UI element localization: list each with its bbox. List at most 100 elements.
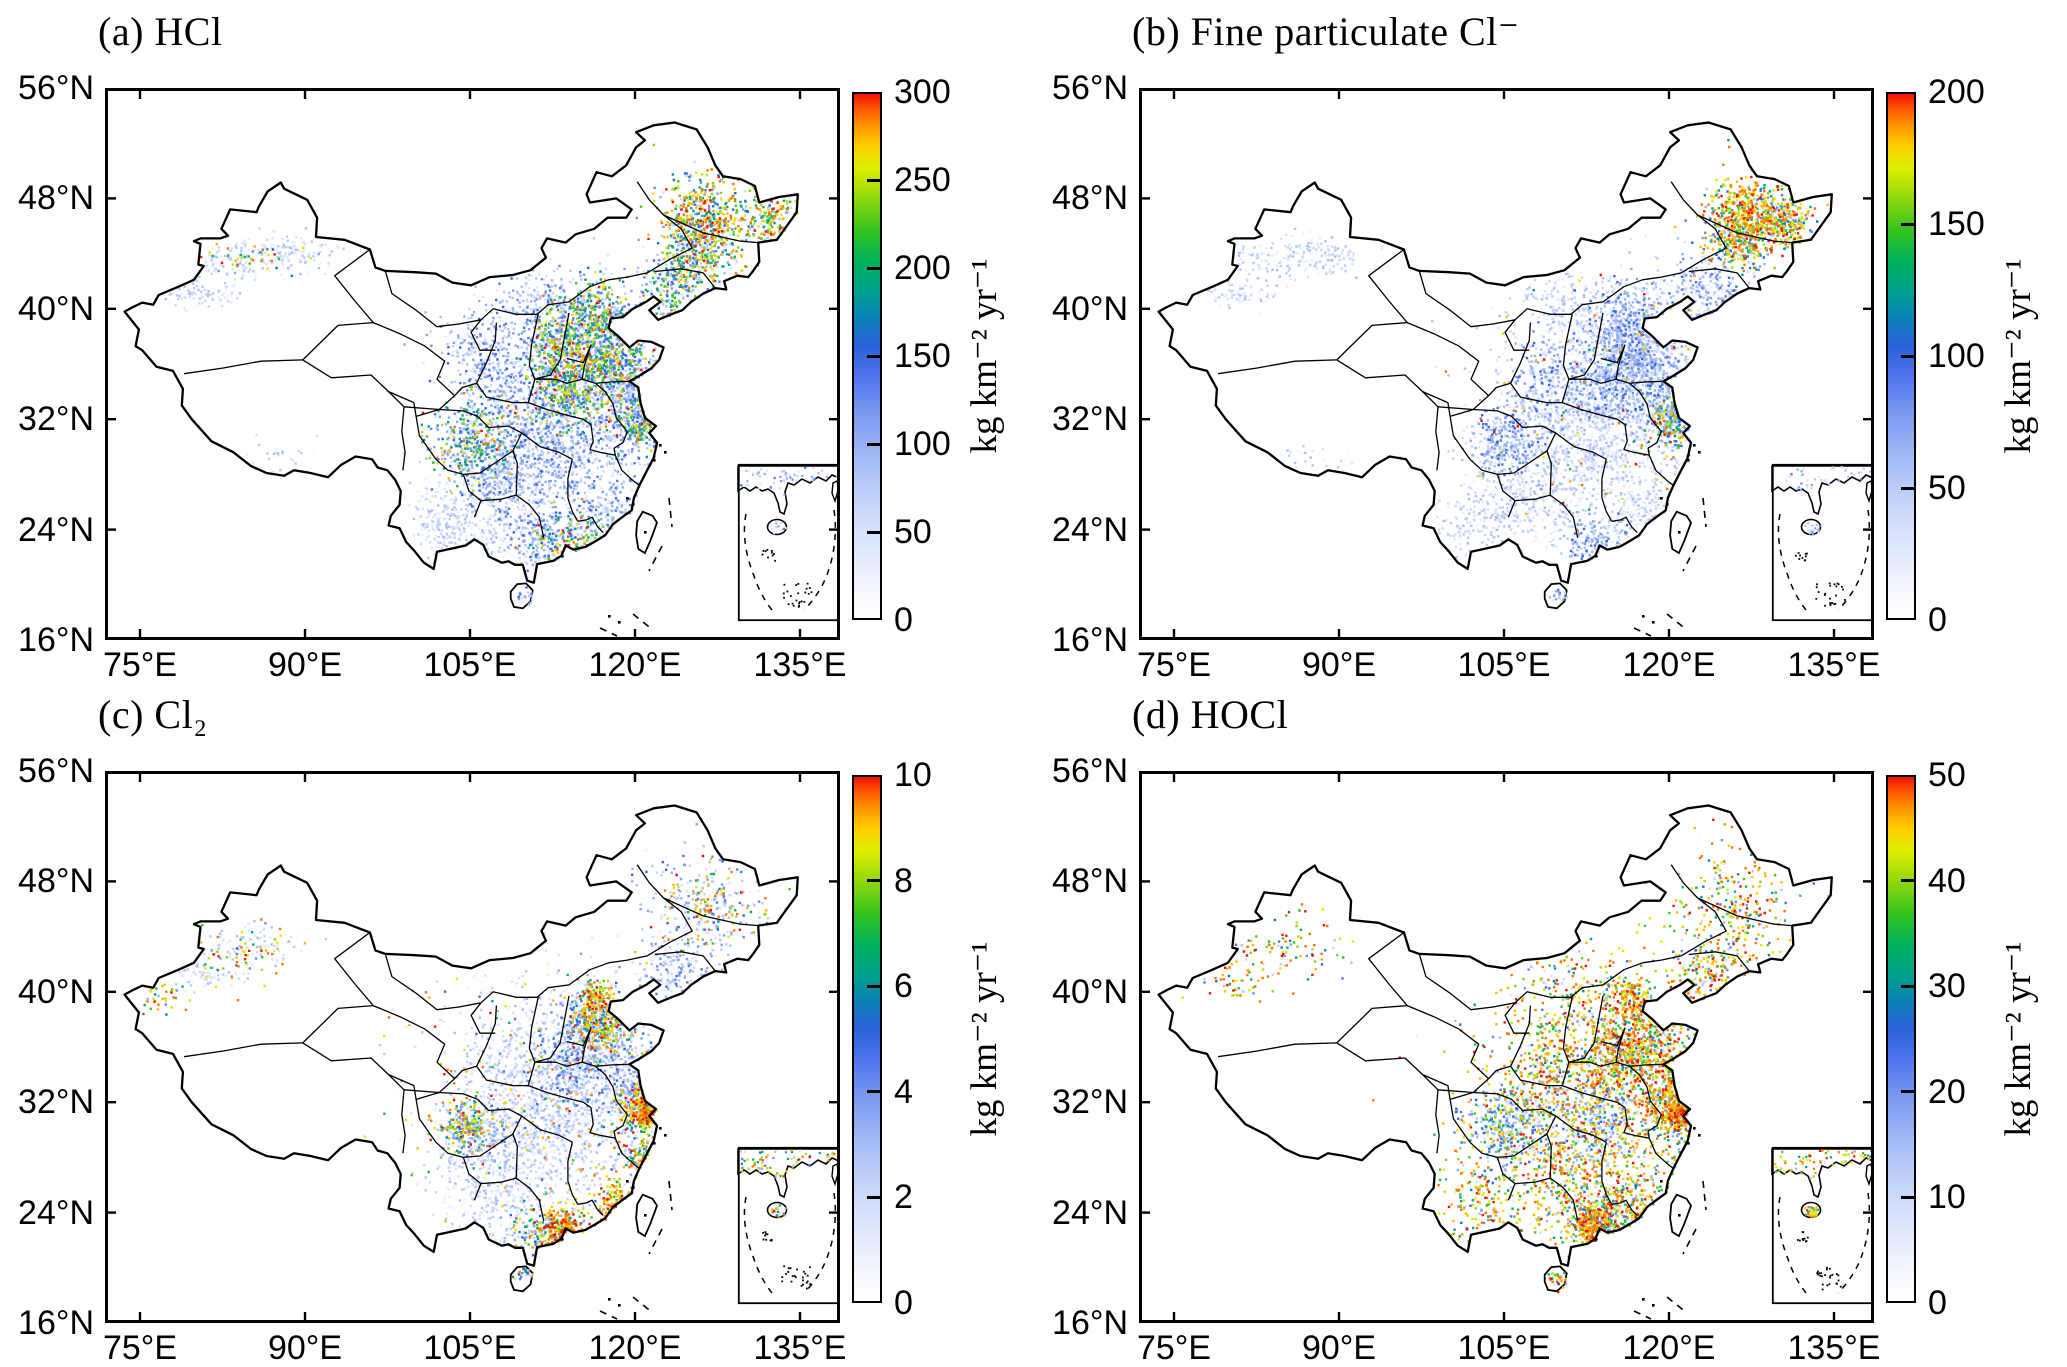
china-outline: [123, 804, 799, 1267]
x-tick-label: 105°E: [423, 1329, 517, 1367]
colorbar-tick-mark: [867, 442, 880, 446]
colorbar-tick-mark: [1901, 1090, 1914, 1094]
map-plot: [1139, 771, 1874, 1323]
x-tick-label: 105°E: [1457, 646, 1551, 684]
colorbar-tick-label: 50: [1928, 469, 1966, 507]
china-emission-map: [105, 771, 840, 1323]
plot-frame: [1139, 88, 1874, 640]
province-borders: [1217, 864, 1793, 1222]
colorbar-tick-label: 0: [894, 1284, 913, 1322]
hainan-island: [1543, 582, 1568, 610]
panel-title: (c) Cl₂: [98, 692, 208, 737]
emission-dots: [142, 823, 791, 1281]
x-tick-label: 120°E: [588, 646, 682, 684]
province-borders: [183, 181, 759, 539]
y-tick-label: 16°N: [1052, 621, 1128, 659]
colorbar-tick-label: 200: [894, 249, 951, 287]
colorbar-tick-mark: [1901, 879, 1914, 883]
y-tick-label: 48°N: [18, 179, 94, 218]
colorbar-tick-label: 100: [894, 425, 951, 463]
x-tick-label: 75°E: [1136, 1329, 1212, 1367]
colorbar-tick-mark: [1901, 1195, 1914, 1199]
inset-dash-line-east: [1837, 1192, 1871, 1294]
y-tick-label: 16°N: [18, 621, 94, 659]
x-tick-label: 120°E: [1622, 646, 1716, 684]
y-tick-label: 48°N: [1052, 862, 1128, 901]
inset-taiwan: [831, 479, 840, 504]
y-tick-label: 24°N: [1052, 510, 1128, 549]
inset-hainan: [766, 1201, 788, 1219]
china-outline: [123, 121, 799, 584]
map-plot: [105, 771, 840, 1323]
y-tick-label: 24°N: [18, 510, 94, 549]
colorbar-tick-label: 100: [1928, 337, 1985, 375]
panel-hcl: (a) HCl kg km⁻² yr⁻¹ 56°N 48°N 40°N 32°N 24°…: [0, 0, 1033, 684]
scs-inset: [737, 463, 840, 622]
small-islands: [1595, 1127, 1701, 1307]
province-borders: [1217, 181, 1793, 539]
inset-dash-line-west: [743, 513, 773, 611]
map-plot: [105, 88, 840, 640]
y-tick-label: 48°N: [1052, 179, 1128, 218]
colorbar-tick-mark: [867, 1090, 880, 1094]
x-tick-label: 120°E: [1622, 1329, 1716, 1367]
y-tick-label: 56°N: [18, 752, 94, 790]
inset-island-specks: [1795, 552, 1846, 607]
colorbar-tick-mark: [867, 984, 880, 988]
scs-inset: [737, 1146, 840, 1305]
china-outline: [1157, 804, 1833, 1267]
y-tick-label: 56°N: [1052, 752, 1128, 790]
y-tick-label: 48°N: [18, 862, 94, 901]
colorbar-tick-mark: [867, 354, 880, 358]
colorbar-tick-label: 30: [1928, 967, 1966, 1006]
inset-dash-line-west: [1777, 513, 1807, 611]
hainan-island: [509, 582, 534, 610]
scs-inset: [1771, 463, 1874, 622]
x-tick-label: 135°E: [1787, 646, 1881, 684]
y-tick-label: 32°N: [1052, 400, 1128, 439]
colorbar-tick-label: 0: [1928, 1284, 1947, 1322]
inset-island-specks: [762, 1231, 812, 1290]
y-tick-label: 56°N: [1052, 69, 1128, 107]
colorbar-tick-mark: [1901, 354, 1914, 358]
colorbar-tick-label: 0: [1928, 601, 1947, 639]
x-tick-label: 90°E: [267, 646, 343, 684]
small-islands: [1595, 444, 1701, 624]
colorbar-tick-mark: [867, 266, 880, 270]
colorbar: [1886, 775, 1916, 1303]
x-tick-label: 75°E: [1136, 646, 1212, 684]
inset-dash-line-west: [1777, 1196, 1807, 1294]
emission-dots: [1181, 818, 1830, 1294]
colorbar-tick-mark: [1901, 984, 1914, 988]
y-tick-label: 40°N: [18, 972, 94, 1011]
maritime-dashes: [1633, 1180, 1707, 1320]
colorbar-tick-label: 40: [1928, 861, 1966, 900]
colorbar: [852, 775, 882, 1303]
colorbar-tick-label: 4: [894, 1072, 913, 1111]
maritime-dashes: [599, 497, 673, 637]
inset-dash-line-west: [743, 1196, 773, 1294]
plot-frame: [105, 771, 840, 1323]
x-tick-label: 90°E: [267, 1329, 343, 1367]
colorbar-tick-mark: [867, 879, 880, 883]
colorbar-tick-mark: [1901, 222, 1914, 226]
panel-title: (d) HOCl: [1132, 692, 1289, 737]
colorbar-tick-mark: [1901, 486, 1914, 490]
china-outline: [1157, 121, 1833, 584]
y-tick-label: 24°N: [18, 1193, 94, 1232]
y-tick-label: 32°N: [1052, 1083, 1128, 1122]
colorbar-tick-label: 200: [1928, 73, 1985, 111]
inset-taiwan: [1865, 1162, 1874, 1187]
panel-hocl: (d) HOCl kg km⁻² yr⁻¹ 56°N 48°N 40°N 32°N 24…: [1034, 683, 2067, 1367]
inset-dash-line-east: [1837, 509, 1871, 611]
y-tick-label: 16°N: [1052, 1304, 1128, 1342]
x-tick-label: 135°E: [1787, 1329, 1881, 1367]
plot-frame: [105, 88, 840, 640]
panel-title: (a) HCl: [98, 9, 223, 54]
china-emission-map: [1139, 771, 1874, 1323]
colorbar-tick-label: 6: [894, 967, 913, 1006]
y-tick-label: 24°N: [1052, 1193, 1128, 1232]
colorbar-tick-label: 10: [894, 756, 932, 794]
plot-frame: [1139, 771, 1874, 1323]
